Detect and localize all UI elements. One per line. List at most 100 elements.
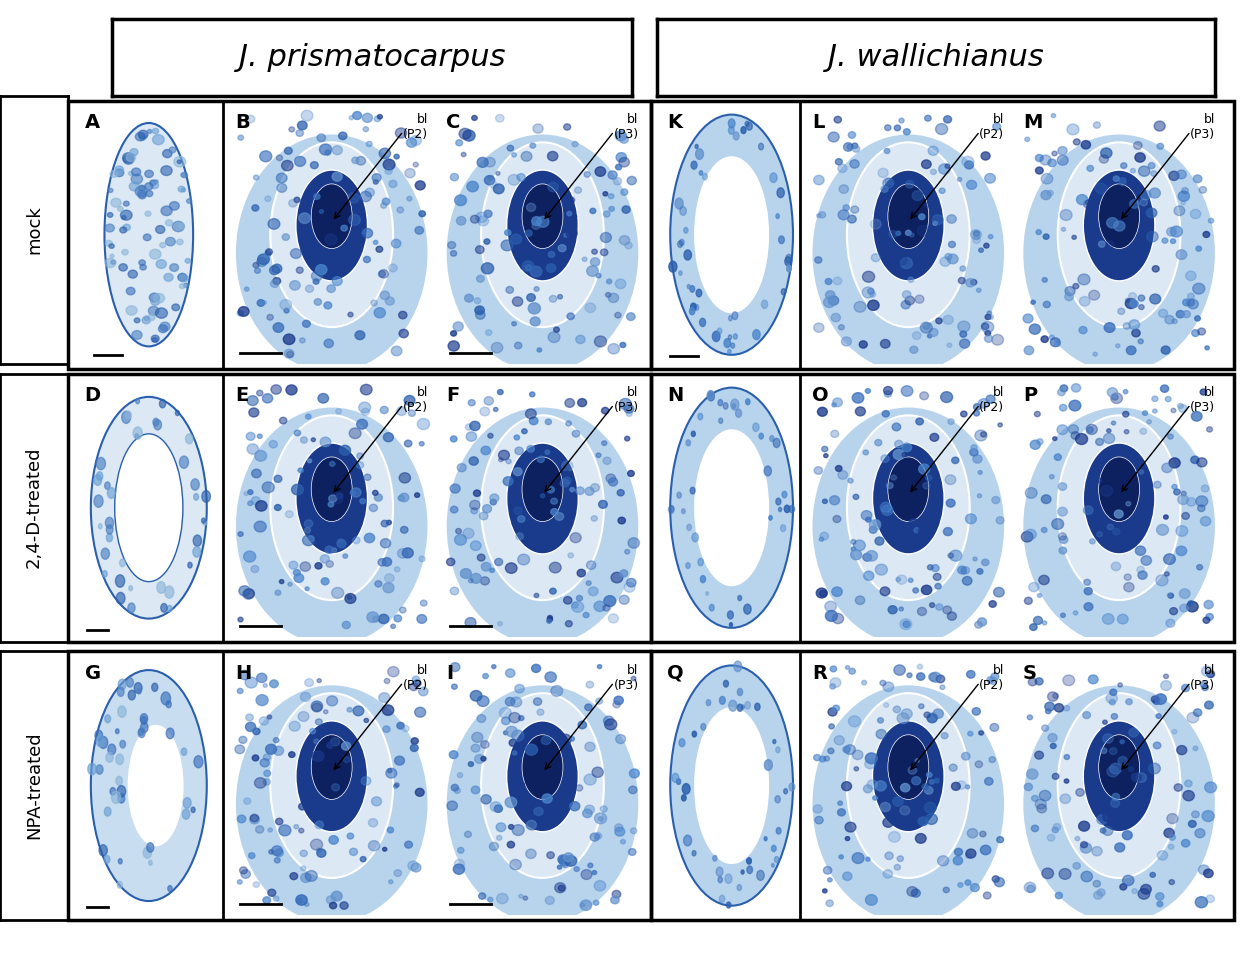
Circle shape xyxy=(471,787,480,794)
Circle shape xyxy=(990,757,996,763)
Circle shape xyxy=(123,155,134,164)
Circle shape xyxy=(977,494,982,498)
Circle shape xyxy=(331,784,340,791)
Circle shape xyxy=(1140,470,1143,474)
Circle shape xyxy=(495,559,502,565)
Circle shape xyxy=(387,520,392,525)
Ellipse shape xyxy=(481,143,604,327)
Circle shape xyxy=(1029,624,1037,630)
Circle shape xyxy=(458,464,466,471)
Circle shape xyxy=(967,671,975,678)
Circle shape xyxy=(1141,884,1151,894)
Circle shape xyxy=(243,551,255,562)
Circle shape xyxy=(842,337,852,346)
Circle shape xyxy=(122,216,126,219)
Circle shape xyxy=(305,587,309,590)
Circle shape xyxy=(320,437,331,446)
Circle shape xyxy=(317,134,326,142)
Circle shape xyxy=(1183,310,1190,318)
Circle shape xyxy=(728,126,734,134)
Circle shape xyxy=(921,585,931,595)
Circle shape xyxy=(585,704,591,711)
Circle shape xyxy=(363,257,371,262)
Circle shape xyxy=(548,615,552,620)
Circle shape xyxy=(512,730,523,741)
Circle shape xyxy=(361,384,372,395)
Circle shape xyxy=(847,145,853,149)
Circle shape xyxy=(973,403,981,410)
Circle shape xyxy=(248,501,253,506)
Circle shape xyxy=(770,172,777,183)
Circle shape xyxy=(1053,437,1056,441)
Circle shape xyxy=(255,501,267,512)
Circle shape xyxy=(193,756,203,767)
Circle shape xyxy=(549,588,557,594)
Circle shape xyxy=(1202,666,1213,676)
Circle shape xyxy=(830,666,837,672)
Circle shape xyxy=(272,846,283,855)
Circle shape xyxy=(1090,539,1095,544)
Circle shape xyxy=(615,827,625,836)
Circle shape xyxy=(1131,169,1136,173)
Circle shape xyxy=(730,399,739,410)
Circle shape xyxy=(901,452,906,457)
Circle shape xyxy=(887,483,893,489)
Circle shape xyxy=(701,576,706,582)
Circle shape xyxy=(1060,613,1065,617)
Circle shape xyxy=(698,413,703,420)
Circle shape xyxy=(252,205,259,211)
Circle shape xyxy=(167,885,172,892)
Circle shape xyxy=(512,322,516,326)
Circle shape xyxy=(320,555,330,563)
Circle shape xyxy=(983,892,991,899)
Circle shape xyxy=(1056,424,1068,435)
Circle shape xyxy=(918,225,929,236)
Circle shape xyxy=(289,721,300,731)
Circle shape xyxy=(833,515,841,522)
Circle shape xyxy=(365,188,374,196)
Circle shape xyxy=(764,836,768,841)
Circle shape xyxy=(1151,696,1158,702)
Circle shape xyxy=(378,271,386,277)
Circle shape xyxy=(594,833,601,839)
Circle shape xyxy=(1161,681,1172,691)
Circle shape xyxy=(470,422,480,430)
Circle shape xyxy=(1182,188,1188,194)
Circle shape xyxy=(331,493,342,504)
Circle shape xyxy=(564,597,572,604)
Circle shape xyxy=(481,741,489,748)
Circle shape xyxy=(945,164,950,169)
Circle shape xyxy=(330,462,335,467)
Circle shape xyxy=(848,478,853,483)
Circle shape xyxy=(1178,191,1189,201)
Circle shape xyxy=(925,787,932,794)
Circle shape xyxy=(239,737,247,743)
Ellipse shape xyxy=(811,133,1006,374)
Circle shape xyxy=(911,889,920,897)
Circle shape xyxy=(1192,810,1199,818)
Circle shape xyxy=(1180,201,1185,205)
Text: bl
(P2): bl (P2) xyxy=(403,386,428,414)
Circle shape xyxy=(253,881,259,887)
Circle shape xyxy=(138,689,141,694)
Circle shape xyxy=(179,186,185,192)
Circle shape xyxy=(166,700,171,708)
Circle shape xyxy=(495,805,502,812)
Circle shape xyxy=(1052,518,1064,530)
Circle shape xyxy=(249,815,259,824)
Circle shape xyxy=(1125,429,1128,434)
Circle shape xyxy=(1027,715,1033,719)
Circle shape xyxy=(379,269,388,278)
Circle shape xyxy=(897,255,908,265)
Circle shape xyxy=(975,622,982,628)
Ellipse shape xyxy=(445,133,640,374)
Circle shape xyxy=(455,195,466,206)
Circle shape xyxy=(836,466,842,471)
Circle shape xyxy=(284,308,289,313)
Circle shape xyxy=(789,783,795,791)
Text: P: P xyxy=(1023,386,1037,405)
Circle shape xyxy=(372,173,381,182)
Circle shape xyxy=(470,574,481,583)
Circle shape xyxy=(281,160,293,171)
Circle shape xyxy=(135,399,140,403)
